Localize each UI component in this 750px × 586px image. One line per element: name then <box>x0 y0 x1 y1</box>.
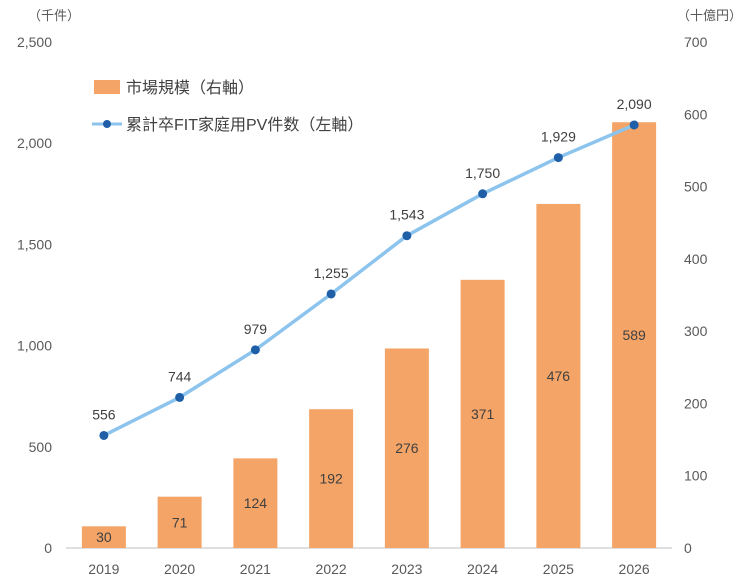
line-point <box>250 345 260 355</box>
line-value-label: 556 <box>92 406 116 422</box>
x-tick-label: 2021 <box>240 561 271 577</box>
left-axis-unit: （千件） <box>28 8 80 23</box>
right-tick-label: 0 <box>684 540 692 556</box>
bar-series <box>81 122 657 549</box>
left-tick-label: 500 <box>29 439 53 455</box>
line-value-label: 1,543 <box>389 207 424 223</box>
line-value-label: 1,255 <box>314 265 349 281</box>
line-point <box>175 392 185 402</box>
x-axis-ticks: 2019 2020 2021 2022 2023 2024 2025 2026 <box>88 561 650 577</box>
bar <box>233 458 278 548</box>
line-value-label: 1,929 <box>541 129 576 145</box>
left-tick-label: 2,500 <box>17 34 52 50</box>
line-value-label: 744 <box>168 368 192 384</box>
bar-value-label: 71 <box>172 514 188 530</box>
legend-bar-label: 市場規模（右軸） <box>126 79 254 97</box>
line-point <box>629 120 639 130</box>
right-tick-label: 700 <box>684 34 708 50</box>
line-point <box>99 430 109 440</box>
line-value-labels: 556 744 979 1,255 1,543 1,750 1,929 2,090 <box>92 96 652 422</box>
line-value-label: 1,750 <box>465 165 500 181</box>
bar-value-labels: 30 71 124 192 276 371 476 589 <box>96 327 646 545</box>
line-value-label: 2,090 <box>617 96 652 112</box>
line-point <box>326 289 336 299</box>
legend-line-marker <box>103 120 111 128</box>
bar <box>157 496 202 548</box>
x-tick-label: 2026 <box>619 561 650 577</box>
right-axis-ticks: 0 100 200 300 400 500 600 700 <box>684 34 708 556</box>
x-tick-label: 2020 <box>164 561 195 577</box>
line-point <box>478 189 488 199</box>
bar-value-label: 276 <box>395 440 419 456</box>
right-tick-label: 500 <box>684 179 708 195</box>
bar <box>81 526 126 548</box>
line-point <box>402 231 412 241</box>
line-series <box>99 120 639 440</box>
left-axis-ticks: 0 500 1,000 1,500 2,000 2,500 <box>17 34 52 556</box>
right-tick-label: 300 <box>684 323 708 339</box>
x-tick-label: 2022 <box>316 561 347 577</box>
legend: 市場規模（右軸） 累計卒FIT家庭用PV件数（左軸） <box>92 79 363 134</box>
x-tick-label: 2025 <box>543 561 574 577</box>
left-tick-label: 1,000 <box>17 338 52 354</box>
legend-line-label: 累計卒FIT家庭用PV件数（左軸） <box>126 116 363 134</box>
right-tick-label: 100 <box>684 468 708 484</box>
series-line <box>103 123 635 438</box>
bar-value-label: 192 <box>319 471 343 487</box>
left-tick-label: 0 <box>44 540 52 556</box>
right-tick-label: 400 <box>684 251 708 267</box>
bar-value-label: 30 <box>96 529 112 545</box>
bar <box>460 279 505 548</box>
bar <box>309 409 354 548</box>
left-tick-label: 2,000 <box>17 135 52 151</box>
bar-value-label: 371 <box>471 406 495 422</box>
bar-value-label: 124 <box>244 495 268 511</box>
bar <box>536 203 581 549</box>
line-point <box>553 153 563 163</box>
right-tick-label: 600 <box>684 106 708 122</box>
right-tick-label: 200 <box>684 395 708 411</box>
bar-value-label: 589 <box>622 327 646 343</box>
legend-bar-swatch <box>94 80 120 94</box>
x-tick-label: 2024 <box>467 561 498 577</box>
x-tick-label: 2019 <box>88 561 119 577</box>
x-tick-label: 2023 <box>391 561 422 577</box>
left-tick-label: 1,500 <box>17 236 52 252</box>
line-value-label: 979 <box>244 321 268 337</box>
bar <box>612 122 657 548</box>
bar <box>384 348 429 548</box>
bar-value-label: 476 <box>547 368 571 384</box>
right-axis-unit: （十億円） <box>677 8 742 23</box>
